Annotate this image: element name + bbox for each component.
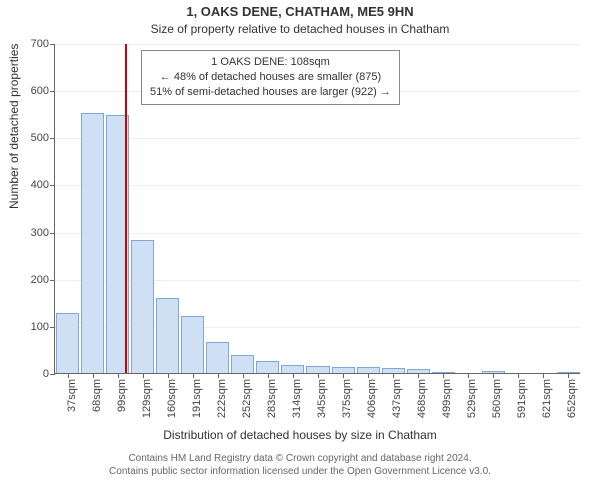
bar <box>206 342 229 373</box>
x-tick-label: 283sqm <box>266 379 278 418</box>
x-tick <box>193 373 194 378</box>
bar <box>256 361 279 373</box>
y-tick-label: 600 <box>31 85 55 97</box>
x-tick-label: 499sqm <box>441 379 453 418</box>
x-tick-label: 529sqm <box>466 379 478 418</box>
x-tick-label: 652sqm <box>566 379 578 418</box>
annotation-box: 1 OAKS DENE: 108sqm ← 48% of detached ho… <box>141 50 400 105</box>
x-tick-label: 591sqm <box>516 379 528 418</box>
x-tick-label: 222sqm <box>216 379 228 418</box>
bar <box>306 366 329 373</box>
x-tick <box>93 373 94 378</box>
x-tick <box>293 373 294 378</box>
x-tick-label: 406sqm <box>366 379 378 418</box>
y-tick-label: 200 <box>31 274 55 286</box>
x-tick <box>143 373 144 378</box>
y-tick-label: 400 <box>31 179 55 191</box>
x-axis-label: Distribution of detached houses by size … <box>0 428 600 442</box>
x-tick-label: 314sqm <box>291 379 303 418</box>
x-tick-label: 129sqm <box>141 379 153 418</box>
x-tick <box>568 373 569 378</box>
x-tick-label: 437sqm <box>391 379 403 418</box>
x-tick <box>218 373 219 378</box>
y-gridline <box>55 138 580 139</box>
x-tick-label: 345sqm <box>316 379 328 418</box>
bar <box>281 365 304 373</box>
x-tick <box>443 373 444 378</box>
bar <box>231 355 254 373</box>
x-tick <box>418 373 419 378</box>
chart-container: 1, OAKS DENE, CHATHAM, ME5 9HN Size of p… <box>0 0 600 500</box>
bar <box>131 240 154 373</box>
x-tick-label: 37sqm <box>66 379 78 412</box>
chart-title: 1, OAKS DENE, CHATHAM, ME5 9HN <box>0 4 600 19</box>
credits-line-2: Contains public sector information licen… <box>0 465 600 478</box>
y-tick-label: 300 <box>31 227 55 239</box>
annotation-line-3: 51% of semi-detached houses are larger (… <box>150 85 391 100</box>
x-tick-label: 468sqm <box>416 379 428 418</box>
bar <box>156 298 179 373</box>
y-gridline <box>55 185 580 186</box>
x-tick-label: 375sqm <box>341 379 353 418</box>
y-tick-label: 100 <box>31 321 55 333</box>
bar <box>81 113 104 373</box>
chart-subtitle: Size of property relative to detached ho… <box>0 22 600 36</box>
x-tick-label: 160sqm <box>166 379 178 418</box>
y-tick-label: 0 <box>43 368 55 380</box>
x-tick-label: 252sqm <box>241 379 253 418</box>
x-tick <box>268 373 269 378</box>
x-tick <box>518 373 519 378</box>
x-tick <box>68 373 69 378</box>
x-tick <box>468 373 469 378</box>
x-tick-label: 99sqm <box>116 379 128 412</box>
y-tick-label: 700 <box>31 38 55 50</box>
reference-line <box>125 44 127 373</box>
x-tick <box>368 373 369 378</box>
credits: Contains HM Land Registry data © Crown c… <box>0 452 600 478</box>
x-tick <box>118 373 119 378</box>
x-tick <box>493 373 494 378</box>
x-tick-label: 560sqm <box>491 379 503 418</box>
y-gridline <box>55 44 580 45</box>
x-tick-label: 68sqm <box>91 379 103 412</box>
x-tick <box>168 373 169 378</box>
y-gridline <box>55 233 580 234</box>
annotation-line-2: ← 48% of detached houses are smaller (87… <box>150 70 391 85</box>
x-tick <box>393 373 394 378</box>
x-tick-label: 621sqm <box>541 379 553 418</box>
y-axis-label: Number of detached properties <box>7 44 21 209</box>
x-tick <box>343 373 344 378</box>
x-tick <box>543 373 544 378</box>
x-tick-label: 191sqm <box>191 379 203 418</box>
bar <box>181 316 204 374</box>
x-tick <box>318 373 319 378</box>
plot-area: 010020030040050060070037sqm68sqm99sqm129… <box>54 44 580 374</box>
x-tick <box>243 373 244 378</box>
credits-line-1: Contains HM Land Registry data © Crown c… <box>0 452 600 465</box>
bar <box>56 313 79 373</box>
y-tick-label: 500 <box>31 132 55 144</box>
annotation-line-1: 1 OAKS DENE: 108sqm <box>150 55 391 70</box>
